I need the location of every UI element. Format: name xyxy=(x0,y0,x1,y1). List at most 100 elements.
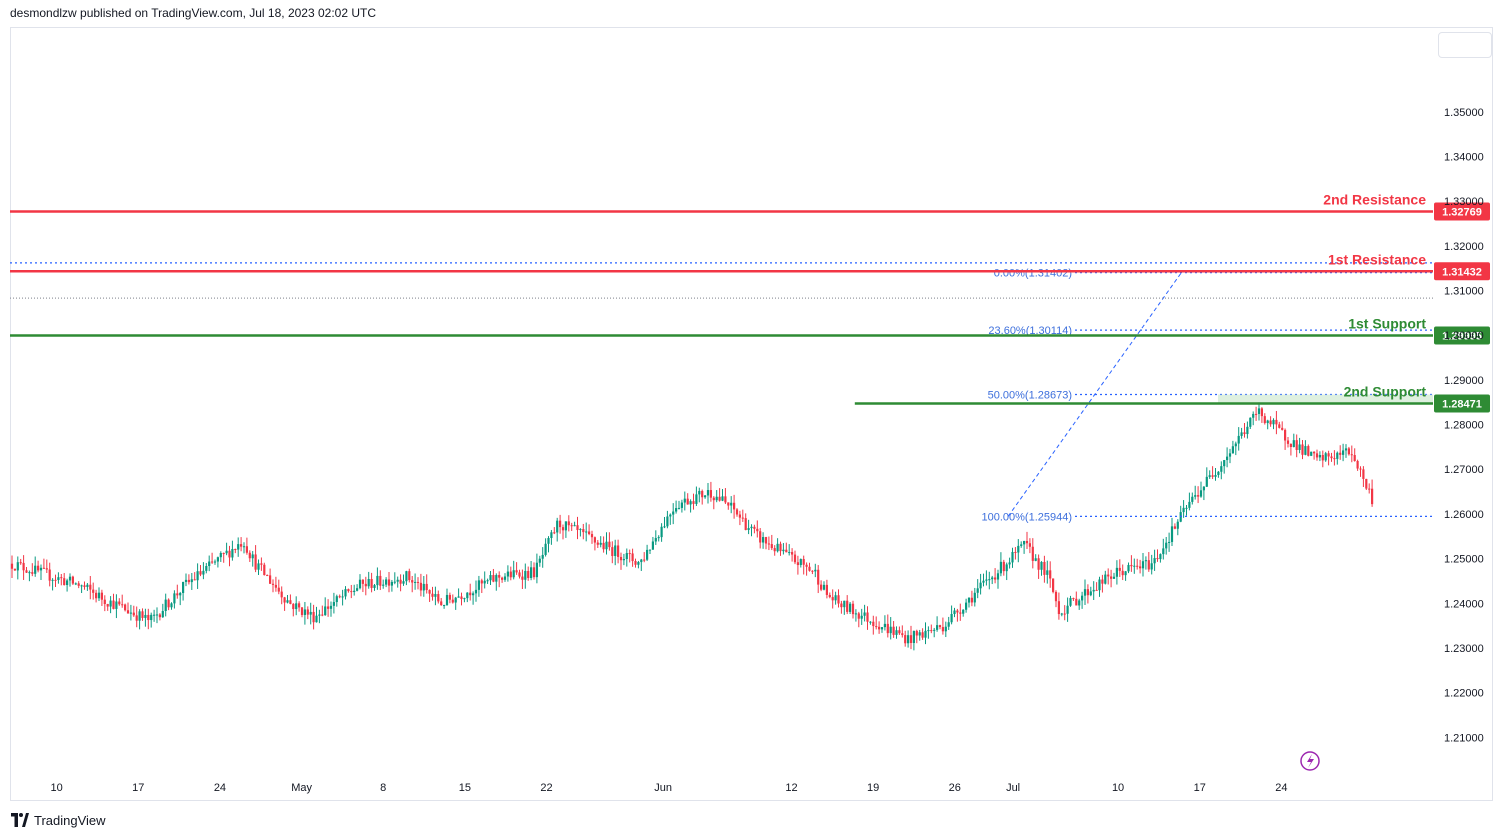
price-axis[interactable]: 1.35000 1.34000 1.33000 1.32000 1.31000 1.300… xyxy=(1444,107,1484,744)
price-tick-label: 1.25000 xyxy=(1444,554,1484,566)
candle-body xyxy=(1104,574,1107,584)
candle-body xyxy=(158,614,161,618)
candle-body xyxy=(1040,561,1043,570)
candle-body xyxy=(1095,589,1098,591)
candle-body xyxy=(451,599,454,603)
support-zone xyxy=(1218,394,1433,404)
candle-body xyxy=(666,516,669,527)
candle-body xyxy=(779,543,782,552)
candle-body xyxy=(469,592,472,596)
time-tick-label: Jul xyxy=(1006,782,1020,794)
candle-body xyxy=(538,558,541,563)
candle-body xyxy=(849,603,852,612)
candle-body xyxy=(1263,416,1266,424)
candle-body xyxy=(1344,448,1348,451)
candle-body xyxy=(880,627,884,630)
candle-body xyxy=(1089,591,1092,596)
candle-body xyxy=(733,502,736,510)
candle-body xyxy=(364,583,367,587)
candle-body xyxy=(457,596,460,598)
time-tick-label: 10 xyxy=(51,782,63,794)
price-scale-settings-button[interactable] xyxy=(1438,32,1492,58)
candle-body xyxy=(608,541,611,548)
candle-body xyxy=(588,531,591,535)
candle-body xyxy=(280,591,283,598)
candle-body xyxy=(37,565,40,571)
candle-body xyxy=(999,561,1002,574)
candle-body xyxy=(51,579,54,581)
candle-body xyxy=(1165,542,1168,549)
candle-body xyxy=(1162,548,1165,555)
candle-body xyxy=(83,585,86,587)
candle-body xyxy=(234,549,237,551)
candle-body xyxy=(727,502,730,506)
candle-body xyxy=(1072,598,1075,600)
candle-body xyxy=(1118,567,1121,571)
candle-body xyxy=(318,614,321,616)
candle-body xyxy=(1281,427,1284,430)
candle-body xyxy=(167,599,170,608)
candle-body xyxy=(347,589,350,592)
candle-body xyxy=(150,614,153,621)
candle-body xyxy=(622,559,625,561)
support-label: 1st Support xyxy=(1348,315,1426,331)
candle-body xyxy=(86,584,89,587)
candle-body xyxy=(1130,564,1133,567)
candle-body xyxy=(89,584,92,590)
candle-body xyxy=(1075,598,1078,606)
candle-body xyxy=(289,600,292,604)
candle-body xyxy=(1136,565,1139,567)
candle-body xyxy=(1156,558,1159,560)
candle-body xyxy=(996,573,1000,580)
candle-body xyxy=(1336,452,1339,459)
candle-body xyxy=(721,496,724,501)
candle-body xyxy=(356,588,359,591)
candle-body xyxy=(300,607,304,615)
time-axis[interactable]: 10 17 24 May 8 15 22 Jun 12 19 26 Jul 10 17 24 xyxy=(51,782,1288,794)
candle-body xyxy=(1060,613,1063,615)
candle-body xyxy=(582,529,585,533)
candle-body xyxy=(1002,561,1005,572)
price-badge-label: 1.32769 xyxy=(1442,207,1482,219)
candle-body xyxy=(1025,540,1029,544)
candle-body xyxy=(80,585,83,587)
candle-body xyxy=(825,584,828,595)
candle-body xyxy=(1170,526,1174,542)
candle-body xyxy=(1069,598,1072,606)
candle-body xyxy=(1153,558,1156,564)
candle-body xyxy=(1011,551,1014,563)
candle-body xyxy=(495,575,498,582)
candle-body xyxy=(944,626,947,632)
candle-body xyxy=(13,568,16,571)
candle-body xyxy=(144,614,147,618)
candle-body xyxy=(240,544,243,547)
candle-body xyxy=(219,553,222,558)
candle-body xyxy=(509,571,512,578)
candle-body xyxy=(550,532,553,539)
tradingview-footer[interactable]: TradingView xyxy=(10,811,106,829)
candle-body xyxy=(277,587,280,592)
candle-body xyxy=(828,594,831,598)
candle-body xyxy=(947,622,950,627)
candle-body xyxy=(179,592,182,596)
fib-level-label: 100.00%(1.25944) xyxy=(981,511,1072,523)
fib-level-label: 0.00%(1.31402) xyxy=(994,268,1072,280)
candle-body xyxy=(66,580,69,586)
candle-body xyxy=(1063,613,1066,615)
candle-body xyxy=(1110,576,1113,579)
candle-body xyxy=(100,592,103,600)
publisher-attribution: desmondlzw published on TradingView.com,… xyxy=(10,6,376,20)
candle-body xyxy=(1199,490,1203,497)
time-tick-label: 26 xyxy=(949,782,961,794)
tradingview-brand: TradingView xyxy=(34,812,106,828)
candle-body xyxy=(1008,562,1011,565)
candle-body xyxy=(303,609,306,615)
candle-body xyxy=(19,562,22,564)
candle-body xyxy=(822,584,826,590)
candle-body xyxy=(95,592,98,599)
candle-body xyxy=(1307,446,1310,456)
candle-body xyxy=(39,567,43,571)
flash-icon[interactable] xyxy=(1300,751,1320,771)
candle-body xyxy=(1269,420,1272,425)
